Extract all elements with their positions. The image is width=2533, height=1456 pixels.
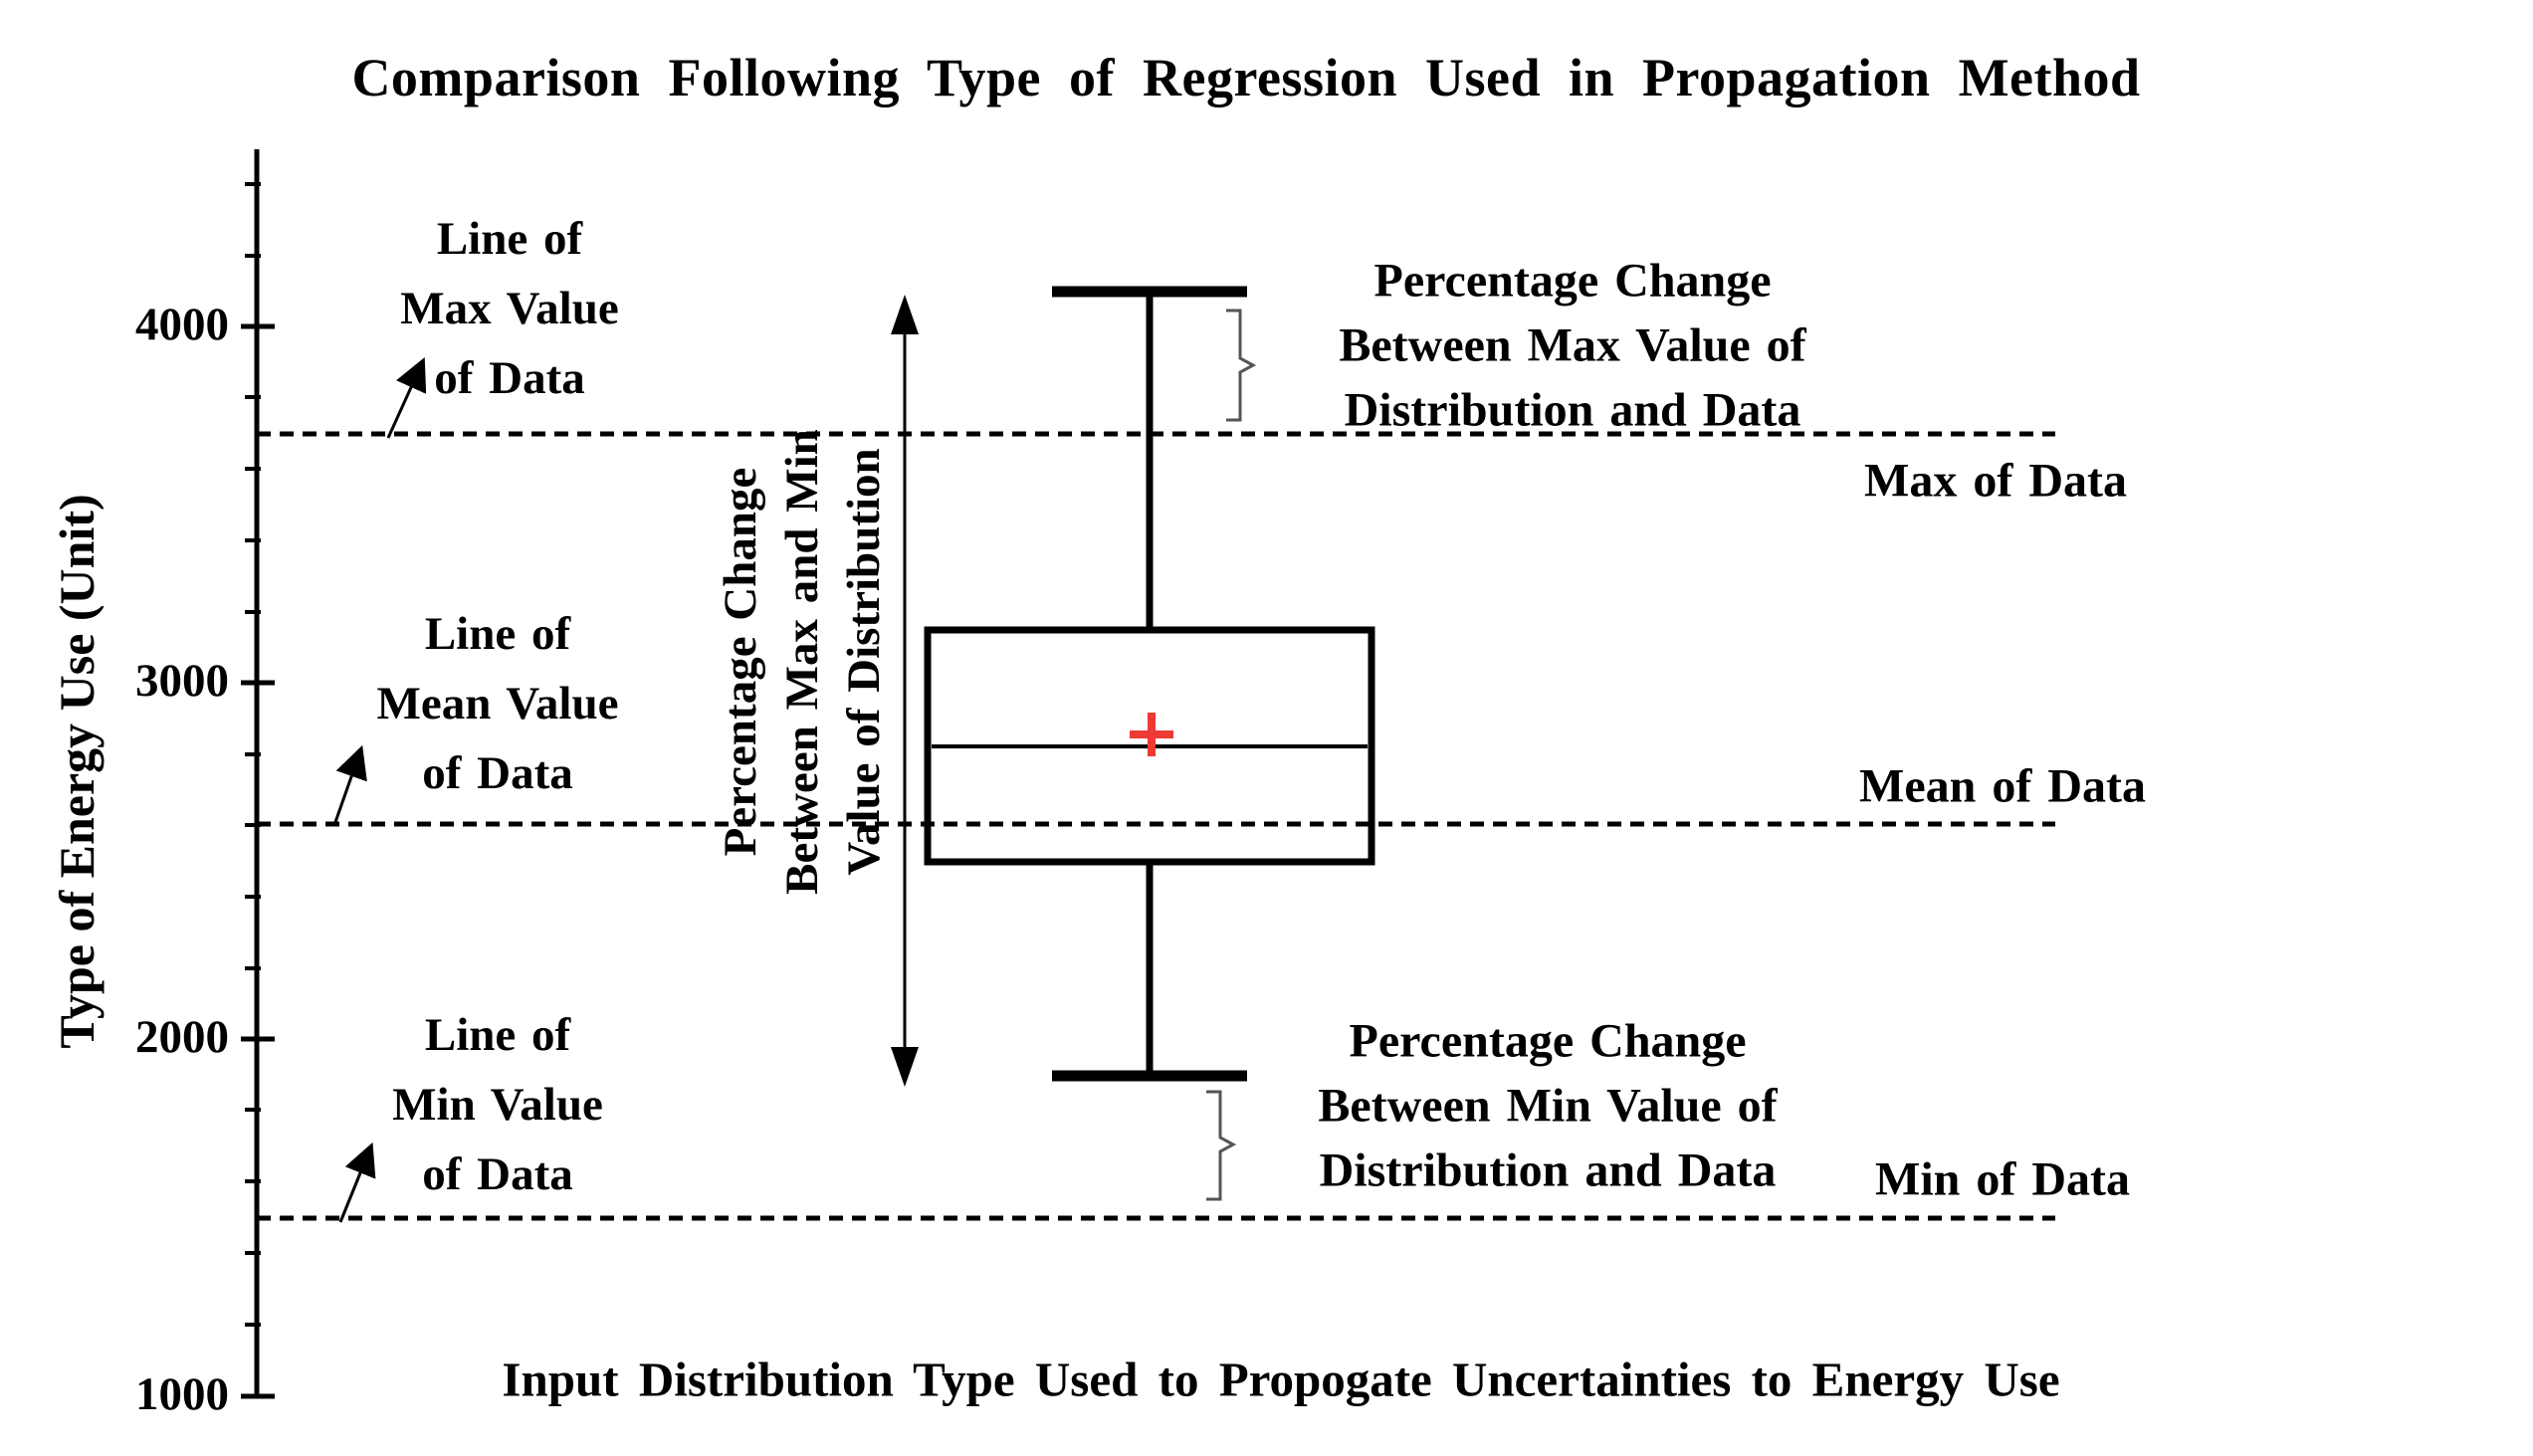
chart-title: Comparison Following Type of Regression … xyxy=(351,48,2141,107)
tick-label-2000: 2000 xyxy=(135,1010,229,1063)
tick-label-3000: 3000 xyxy=(135,654,229,707)
y-axis-major-ticks xyxy=(241,323,275,1399)
x-axis-label: Input Distribution Type Used to Propogat… xyxy=(502,1352,2060,1407)
min-annotation-arrow xyxy=(338,1142,376,1223)
annotation-pct-change-min: Percentage Change Between Min Value of D… xyxy=(1318,1014,1778,1197)
y-axis-minor-ticks xyxy=(245,182,261,1327)
annotation-pct-change-max: Percentage Change Between Max Value of D… xyxy=(1339,254,1806,437)
brace-top xyxy=(1226,309,1257,422)
tick-label-1000: 1000 xyxy=(135,1367,229,1420)
mean-of-data-label: Mean of Data xyxy=(1859,759,2146,813)
annotation-line-of-max: Line of Max Value of Data xyxy=(400,213,619,404)
y-axis-label: Type of Energy Use (Unit) xyxy=(49,494,105,1049)
max-annotation-arrow xyxy=(386,356,427,439)
annotation-line-of-min: Line of Min Value of Data xyxy=(392,1009,603,1200)
annotation-pct-change-range: Percentage Change Between Max and Min Va… xyxy=(715,429,890,895)
min-of-data-label: Min of Data xyxy=(1875,1152,2130,1206)
brace-bottom xyxy=(1206,1090,1237,1201)
max-of-data-label: Max of Data xyxy=(1864,454,2127,508)
annotation-line-of-mean: Line of Mean Value of Data xyxy=(376,608,619,799)
mean-plus-marker xyxy=(1130,713,1173,756)
mean-annotation-arrow xyxy=(333,744,367,823)
tick-label-4000: 4000 xyxy=(135,298,229,350)
box xyxy=(924,626,1375,866)
range-double-arrow xyxy=(891,295,919,1087)
